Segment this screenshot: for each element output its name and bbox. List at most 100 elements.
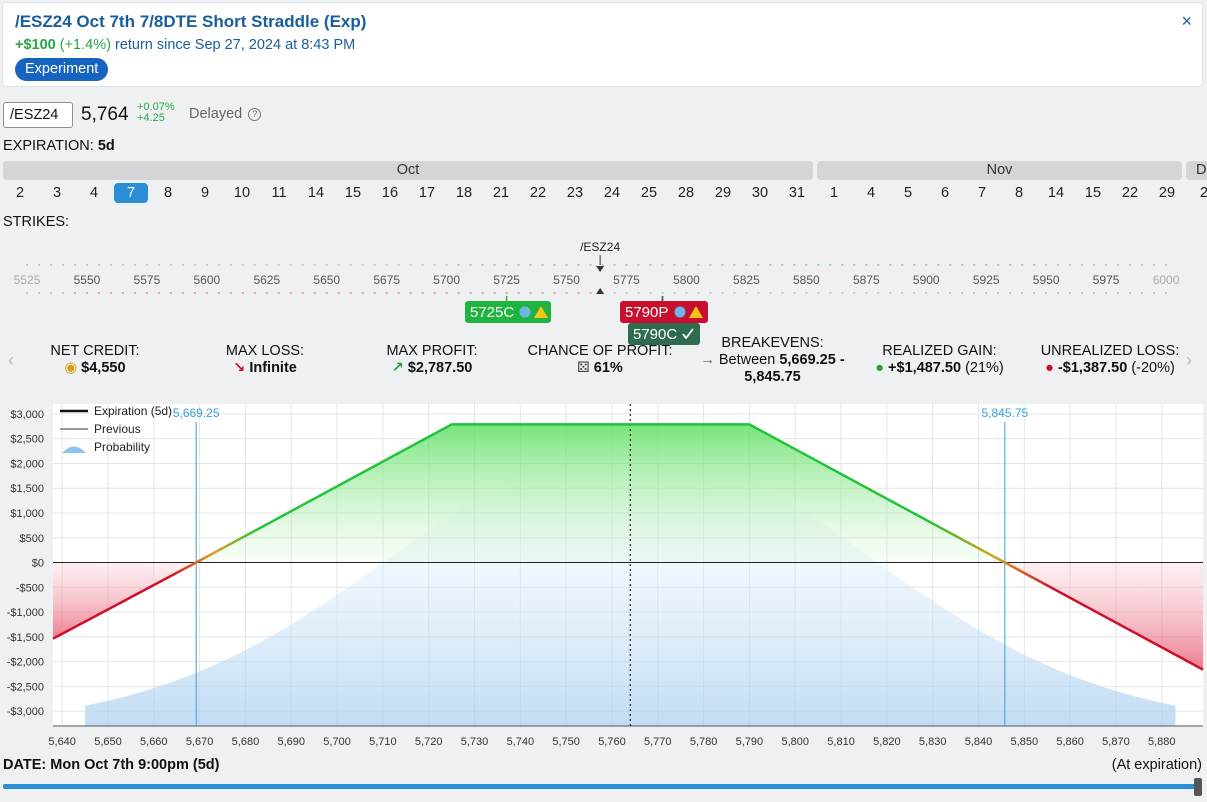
expiration-day[interactable]: 5 [903, 185, 913, 201]
expiration-day[interactable]: 22 [529, 185, 547, 201]
strike-put-dot [985, 292, 988, 294]
strike-tick-label[interactable]: 5675 [373, 273, 400, 287]
expiration-day[interactable]: 23 [566, 185, 584, 201]
expiration-day[interactable]: 4 [89, 185, 99, 201]
expiration-day[interactable]: 10 [233, 185, 251, 201]
strike-tick-label[interactable]: 5700 [433, 273, 460, 287]
symbol-input[interactable]: /ESZ24 [3, 102, 73, 128]
y-tick-label: -$1,500 [7, 632, 44, 644]
expiration-day[interactable]: 18 [455, 185, 473, 201]
strike-tick-label[interactable]: 5750 [553, 273, 580, 287]
strike-chip-bg[interactable] [628, 323, 700, 345]
close-icon[interactable]: × [1181, 11, 1192, 31]
strike-put-dot [85, 292, 88, 294]
help-icon[interactable]: ? [248, 108, 262, 121]
expiration-day[interactable]: 14 [1047, 185, 1065, 201]
strike-call-dot [817, 264, 820, 266]
expiration-day[interactable]: 7 [977, 185, 987, 201]
strike-tick-label[interactable]: 5950 [1033, 273, 1060, 287]
expiration-day[interactable]: 14 [307, 185, 325, 201]
expiration-day[interactable]: 24 [603, 185, 621, 201]
date-slider-track[interactable] [3, 784, 1197, 789]
expiration-day[interactable]: 2 [15, 185, 25, 201]
expiration-day[interactable]: 21 [492, 185, 510, 201]
strike-call-dot [97, 264, 100, 266]
strike-tick-label[interactable]: 5850 [793, 273, 820, 287]
strike-chip-5790c[interactable]: 5790C [628, 296, 700, 345]
legend-previous-label: Previous [94, 422, 141, 436]
month-oct[interactable]: Oct [3, 161, 813, 180]
strike-chip-label[interactable]: 5725C [470, 304, 514, 321]
expiration-day[interactable]: 7 [114, 183, 148, 203]
strike-put-dot [97, 292, 100, 294]
expiration-day[interactable]: 15 [344, 185, 362, 201]
month-nov[interactable]: Nov [817, 161, 1182, 180]
expiration-day[interactable]: 11 [271, 185, 287, 201]
strike-call-dot [253, 264, 256, 266]
strike-chip-label[interactable]: 5790P [625, 304, 668, 321]
strike-call-dot [1129, 264, 1132, 266]
stats-prev-icon[interactable]: ‹ [8, 350, 14, 370]
expiration-day[interactable]: 8 [1014, 185, 1024, 201]
strike-put-dot [505, 292, 508, 294]
pnl-chart[interactable]: 5,640 5,650 5,660 5,670 5,680 5,690 5,700 5,710… [0, 400, 1207, 752]
strike-call-dot [1141, 264, 1144, 266]
strike-tick-label[interactable]: 5725 [493, 273, 520, 287]
strike-chip-5725c[interactable]: 5725C [465, 296, 551, 323]
month-dec[interactable]: D [1186, 161, 1207, 180]
strike-tick-label[interactable]: 5900 [913, 273, 940, 287]
expiration-day[interactable]: 2 [1199, 185, 1207, 201]
stats-next-icon[interactable]: › [1186, 350, 1192, 370]
strike-tick-label[interactable]: 5875 [853, 273, 880, 287]
expiration-day[interactable]: 9 [200, 185, 210, 201]
delayed-indicator[interactable]: Delayed ? [189, 106, 262, 122]
strike-tick-label[interactable]: 5600 [193, 273, 220, 287]
strike-put-dot [1009, 292, 1012, 294]
expiration-day[interactable]: 16 [381, 185, 399, 201]
expiration-day[interactable]: 30 [751, 185, 769, 201]
return-line: +$100 (+1.4%) return since Sep 27, 2024 … [15, 37, 355, 53]
expiration-day[interactable]: 25 [640, 185, 658, 201]
expiration-day[interactable]: 1 [829, 185, 839, 201]
strike-call-dot [1117, 264, 1120, 266]
strike-tick-label[interactable]: 5575 [134, 273, 161, 287]
strike-tick-label[interactable]: 5550 [74, 273, 101, 287]
strike-tick-label[interactable]: 5925 [973, 273, 1000, 287]
expiration-day[interactable]: 22 [1121, 185, 1139, 201]
strike-tick-label[interactable]: 5775 [613, 273, 640, 287]
strike-tick-label[interactable]: 5525 [14, 273, 41, 287]
strike-ladder[interactable]: 5525 5550 5575 5600 5625 5650 5675 5700 5725 5750… [0, 235, 1207, 345]
strike-call-dot [721, 264, 724, 266]
strike-put-dot [1045, 292, 1048, 294]
strike-chip-label[interactable]: 5790C [633, 326, 677, 343]
strike-tick-label[interactable]: 5975 [1093, 273, 1120, 287]
strike-call-dot [1105, 264, 1108, 266]
expiration-day[interactable]: 31 [788, 185, 806, 201]
date-slider[interactable] [0, 778, 1207, 798]
strike-put-dot [397, 292, 400, 294]
expiration-day[interactable]: 6 [940, 185, 950, 201]
strike-call-dot [913, 264, 916, 266]
expiration-day[interactable]: 29 [1158, 185, 1176, 201]
expiration-day[interactable]: 4 [866, 185, 876, 201]
expiration-day[interactable]: 15 [1084, 185, 1102, 201]
strike-tick-label[interactable]: 5800 [673, 273, 700, 287]
expiration-day[interactable]: 8 [163, 185, 173, 201]
date-slider-handle[interactable] [1194, 778, 1202, 796]
strike-chip-bg[interactable] [465, 301, 551, 323]
experiment-tag[interactable]: Experiment [15, 58, 109, 81]
expiration-day[interactable]: 28 [677, 185, 695, 201]
expiration-payoff-line [52, 423, 1204, 671]
profit-area [196, 424, 1005, 563]
strike-tick-label[interactable]: 6000 [1153, 273, 1180, 287]
strike-chip-bg[interactable] [620, 301, 708, 323]
expiration-day[interactable]: 3 [52, 185, 62, 201]
strike-call-dot [169, 264, 172, 266]
strike-tick-label[interactable]: 5650 [313, 273, 340, 287]
strike-chip-5790p[interactable]: 5790P [620, 296, 708, 323]
strike-tick-label[interactable]: 5625 [253, 273, 280, 287]
strike-tick-label[interactable]: 5825 [733, 273, 760, 287]
expiration-day[interactable]: 29 [714, 185, 732, 201]
return-percent: (+1.4%) [59, 37, 111, 53]
expiration-day[interactable]: 17 [418, 185, 436, 201]
